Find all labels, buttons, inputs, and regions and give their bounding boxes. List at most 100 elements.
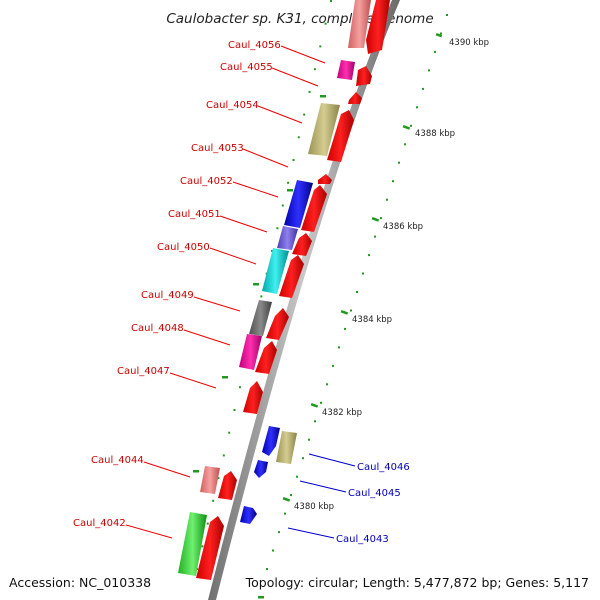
ruler-dot	[314, 420, 316, 423]
label-caul-4052[interactable]: Caul_4052	[180, 176, 279, 198]
ruler-dot	[308, 438, 310, 441]
ruler-dot	[290, 494, 292, 497]
label-caul-4043[interactable]: Caul_4043	[287, 527, 389, 545]
gene-label[interactable]: Caul_4049	[141, 290, 194, 301]
ruler-dot	[386, 198, 388, 201]
ruler-dot	[344, 327, 346, 330]
ruler-dot	[422, 87, 424, 90]
gene-caul-4042[interactable]	[178, 512, 224, 580]
kbp-label-4386: 4386 kbp	[383, 222, 423, 232]
ruler-dot	[212, 499, 215, 502]
label-caul-4049[interactable]: Caul_4049	[141, 290, 241, 312]
ruler-dot	[398, 161, 400, 164]
gene-arrow-small-1[interactable]	[348, 92, 362, 104]
kbp-tick-4390: 4390 kbp	[435, 33, 489, 48]
ruler-dot	[392, 180, 394, 183]
gene-caul-4045[interactable]	[254, 460, 268, 478]
ruler-dot	[238, 386, 241, 389]
gene-label[interactable]: Caul_4051	[168, 209, 221, 220]
gene-label[interactable]: Caul_4050	[157, 242, 210, 253]
gene-label[interactable]: Caul_4045	[348, 488, 401, 499]
kbp-tick-4388: 4388 kbp	[402, 125, 455, 139]
gene-label[interactable]: Caul_4054	[206, 100, 259, 111]
gene-label[interactable]: Caul_4056	[228, 40, 281, 51]
gene-caul-4055[interactable]	[337, 60, 372, 86]
gene-caul-4048[interactable]	[239, 334, 277, 374]
kbp-tick-4380: 4380 kbp	[282, 497, 334, 512]
ruler-dot	[222, 454, 225, 457]
gene-arrow-4049[interactable]	[266, 308, 289, 340]
ruler-dot	[271, 249, 273, 252]
ruler-dot	[416, 106, 418, 109]
gene-label[interactable]: Caul_4046	[357, 462, 410, 473]
kbp-tick-4382: 4382 kbp	[310, 403, 362, 418]
kbp-label-4382: 4382 kbp	[322, 408, 362, 418]
gene-arrow-small-2[interactable]	[318, 174, 332, 184]
ruler-dot	[332, 364, 334, 367]
label-caul-4050[interactable]: Caul_4050	[157, 242, 257, 265]
ruler-dot	[320, 401, 322, 404]
ruler-dot	[380, 217, 382, 220]
ruler-dot	[276, 227, 279, 230]
gene-label[interactable]: Caul_4048	[131, 323, 184, 334]
gene-label[interactable]: Caul_4052	[180, 176, 233, 187]
label-caul-4046[interactable]: Caul_4046	[308, 453, 410, 473]
gene-caul-4050[interactable]	[262, 248, 304, 298]
ruler-dot	[330, 0, 332, 2]
accession-text: Accession: NC_010338	[9, 575, 151, 590]
ruler-dot	[228, 431, 231, 434]
gene-label[interactable]: Caul_4042	[73, 518, 126, 529]
ruler-dot	[326, 383, 328, 386]
gene-block-top[interactable]	[348, 0, 390, 54]
label-caul-4054[interactable]: Caul_4054	[206, 100, 303, 124]
ruler-dot	[297, 136, 300, 139]
inner-tick-marks	[193, 95, 326, 599]
ruler-dot	[324, 22, 327, 25]
ruler-dot	[440, 32, 442, 35]
kbp-label-4384: 4384 kbp	[352, 315, 392, 325]
label-caul-4056[interactable]: Caul_4056	[228, 40, 326, 64]
ruler-dot	[313, 68, 316, 71]
label-caul-4047[interactable]: Caul_4047	[117, 366, 217, 389]
kbp-tick-4386: 4386 kbp	[371, 217, 423, 232]
label-caul-4053[interactable]: Caul_4053	[191, 143, 289, 168]
ruler-dot	[302, 457, 304, 460]
ruler-dot	[356, 291, 358, 293]
gene-caul-4054[interactable]	[308, 103, 354, 162]
topology-text: Topology: circular; Length: 5,477,872 bp…	[245, 575, 589, 590]
ruler-dot	[272, 549, 274, 552]
kbp-tick-4384: 4384 kbp	[340, 310, 392, 325]
ruler-dot	[319, 45, 322, 48]
kbp-label-4380: 4380 kbp	[294, 502, 334, 512]
ruler-dot	[233, 409, 236, 411]
gene-caul-4044[interactable]	[200, 466, 237, 500]
gene-caul-4052[interactable]	[284, 180, 327, 232]
ruler-dot	[446, 14, 448, 16]
ruler-dot	[266, 568, 268, 570]
genome-backbone	[208, 0, 400, 600]
gene-label[interactable]: Caul_4053	[191, 143, 244, 154]
gene-label[interactable]: Caul_4043	[336, 534, 389, 545]
ruler-dot	[296, 475, 298, 478]
gene-caul-4047[interactable]	[243, 381, 263, 414]
label-caul-4042[interactable]: Caul_4042	[73, 518, 173, 539]
label-caul-4055[interactable]: Caul_4055	[220, 62, 319, 87]
gene-label[interactable]: Caul_4044	[91, 455, 144, 466]
gene-caul-4046[interactable]	[262, 426, 297, 464]
gene-caul-4043[interactable]	[240, 506, 257, 524]
gene-caul-4051[interactable]	[277, 226, 312, 256]
ruler-dot	[428, 69, 430, 72]
gene-label[interactable]: Caul_4047	[117, 366, 170, 377]
gene-label[interactable]: Caul_4055	[220, 62, 273, 73]
ruler-dot	[217, 477, 220, 480]
kbp-label-4388: 4388 kbp	[415, 129, 455, 139]
ruler-dot	[350, 309, 352, 312]
ruler-dot	[284, 512, 286, 515]
ruler-dot	[374, 235, 376, 238]
gene-caul-4049[interactable]	[249, 300, 272, 336]
label-caul-4051[interactable]: Caul_4051	[168, 209, 268, 233]
label-caul-4048[interactable]: Caul_4048	[131, 323, 231, 346]
label-caul-4044[interactable]: Caul_4044	[91, 455, 191, 478]
label-caul-4045[interactable]: Caul_4045	[299, 480, 401, 499]
